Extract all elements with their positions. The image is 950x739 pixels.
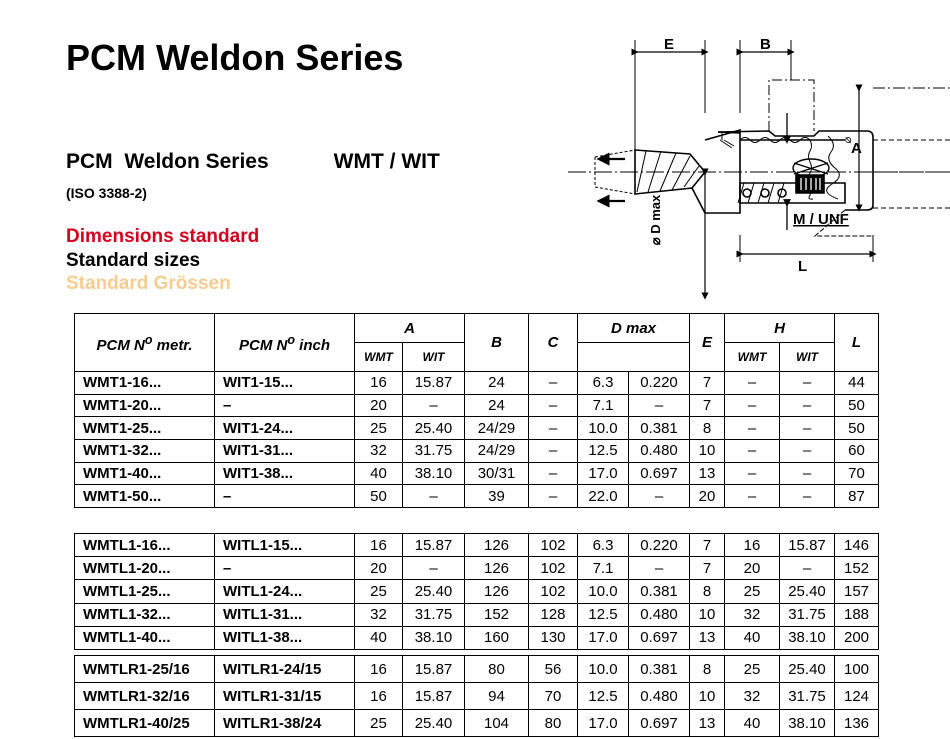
svg-text:M / UNF: M / UNF xyxy=(793,211,849,228)
svg-text:E: E xyxy=(664,36,674,53)
svg-text:B: B xyxy=(760,36,771,53)
svg-text:⌀: ⌀ xyxy=(842,136,854,143)
svg-text:⌀ D max: ⌀ D max xyxy=(648,194,663,245)
svg-text:L: L xyxy=(798,258,807,275)
